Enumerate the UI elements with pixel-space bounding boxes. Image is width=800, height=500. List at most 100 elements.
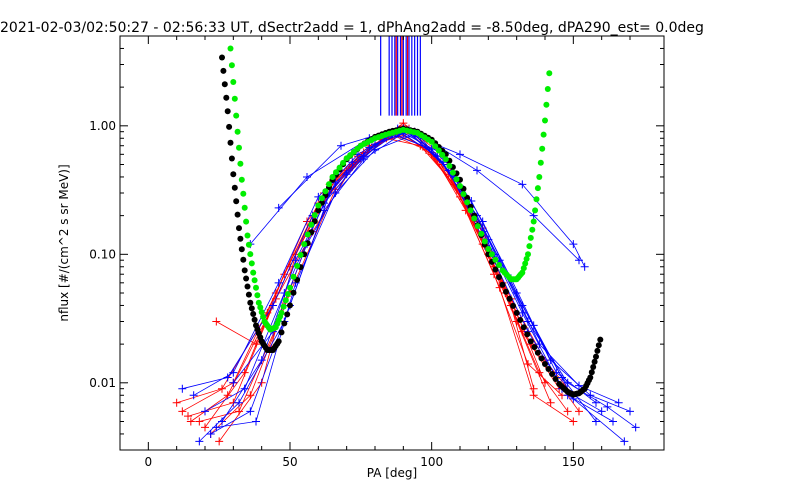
fit-point bbox=[223, 94, 230, 101]
data-point bbox=[178, 407, 187, 416]
x-tick-label: 0 bbox=[145, 455, 153, 469]
data-point bbox=[524, 317, 532, 326]
fit-point bbox=[594, 347, 601, 354]
chart-title: 2021-02-03/02:50:27 - 02:56:33 UT, dSect… bbox=[0, 20, 704, 36]
fit-point bbox=[221, 81, 228, 88]
fit-point bbox=[290, 273, 297, 280]
fit-point bbox=[231, 95, 238, 102]
fit-point bbox=[228, 62, 235, 69]
fit-point bbox=[478, 230, 485, 237]
y-tick-label: 1.00 bbox=[89, 119, 116, 133]
data-point bbox=[614, 398, 623, 407]
fit-point bbox=[230, 79, 237, 85]
fit-point bbox=[287, 302, 293, 309]
data-point bbox=[189, 391, 198, 400]
fit-point bbox=[340, 159, 347, 166]
data-point bbox=[274, 278, 283, 287]
data-point bbox=[331, 189, 340, 198]
fit-point bbox=[590, 364, 597, 370]
fit-point bbox=[542, 361, 548, 367]
series-line bbox=[232, 136, 619, 404]
fit-point bbox=[237, 235, 244, 242]
fit-point bbox=[552, 376, 559, 382]
fit-point bbox=[520, 324, 527, 331]
fit-point bbox=[549, 371, 556, 377]
fit-point bbox=[236, 225, 242, 232]
fit-point bbox=[532, 207, 539, 214]
data-point bbox=[592, 417, 600, 426]
fit-point bbox=[230, 171, 237, 178]
fit-point bbox=[253, 284, 259, 291]
fit-point bbox=[522, 260, 529, 267]
data-point bbox=[529, 384, 538, 393]
fit-point bbox=[428, 138, 435, 145]
fit-point bbox=[250, 311, 257, 317]
fit-point bbox=[481, 238, 488, 245]
fit-point bbox=[245, 291, 252, 298]
x-tick-label: 100 bbox=[420, 455, 443, 469]
fit-point bbox=[247, 251, 254, 258]
data-point bbox=[563, 407, 572, 416]
series-group bbox=[172, 119, 583, 446]
fit-point bbox=[280, 303, 287, 310]
fit-point bbox=[234, 128, 241, 135]
fit-point bbox=[326, 181, 332, 188]
series-line bbox=[210, 130, 636, 435]
data-point bbox=[620, 437, 629, 446]
top-marker-group bbox=[380, 36, 421, 116]
fit-point bbox=[304, 231, 311, 238]
data-point bbox=[518, 180, 527, 189]
data-point bbox=[575, 256, 583, 265]
data-point bbox=[303, 172, 311, 181]
data-point bbox=[365, 143, 374, 152]
fit-point bbox=[284, 311, 291, 318]
fit-point bbox=[281, 320, 288, 327]
fit-point bbox=[236, 144, 242, 151]
fit-point bbox=[474, 223, 481, 230]
fit-point bbox=[227, 45, 234, 52]
fit-point bbox=[439, 151, 446, 158]
data-point bbox=[371, 145, 379, 154]
fit-point bbox=[591, 358, 598, 365]
fit-point bbox=[529, 226, 536, 233]
data-point bbox=[201, 423, 209, 432]
fit-point bbox=[258, 309, 265, 316]
fit-point bbox=[248, 260, 255, 267]
data-point bbox=[184, 412, 192, 421]
fit-point bbox=[524, 331, 531, 338]
data-point bbox=[473, 166, 481, 175]
data-point bbox=[223, 391, 232, 400]
x-tick-label: 150 bbox=[562, 455, 585, 469]
fit-point bbox=[506, 295, 513, 302]
fit-point bbox=[492, 256, 499, 263]
fit-point bbox=[227, 139, 234, 146]
series-line bbox=[210, 131, 552, 435]
data-point bbox=[609, 417, 617, 426]
y-axis-label: nflux [#/(cm^2 s sr MeV)] bbox=[57, 164, 71, 321]
fit-point bbox=[238, 176, 245, 183]
fit-point bbox=[247, 299, 254, 306]
data-point bbox=[535, 340, 544, 349]
data-point bbox=[246, 407, 255, 416]
fit-point bbox=[333, 169, 339, 176]
series-line bbox=[182, 133, 631, 412]
fit-point bbox=[254, 292, 261, 299]
fit-point bbox=[241, 204, 248, 211]
data-point bbox=[218, 384, 226, 393]
fit-point bbox=[546, 70, 553, 77]
data-point bbox=[178, 384, 187, 393]
fit-curve bbox=[227, 45, 553, 333]
data-point bbox=[201, 407, 209, 416]
fit-point bbox=[442, 156, 449, 163]
fit-point bbox=[453, 176, 460, 183]
data-point bbox=[212, 317, 221, 326]
data-point bbox=[626, 407, 634, 416]
data-point bbox=[195, 437, 204, 446]
fit-point bbox=[290, 289, 297, 296]
data-point bbox=[569, 417, 578, 426]
fit-point bbox=[238, 246, 245, 253]
fit-point bbox=[234, 211, 241, 218]
fit-point bbox=[542, 117, 548, 124]
y-tick-label: 0.01 bbox=[89, 376, 116, 390]
data-point bbox=[252, 417, 260, 426]
